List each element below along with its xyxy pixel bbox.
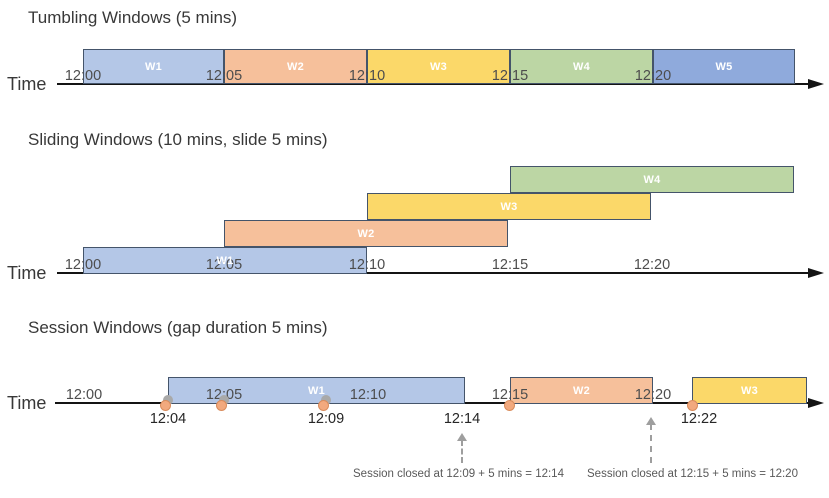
time-tick: 12:05 (205, 257, 243, 273)
window-bar-w5 (653, 49, 795, 84)
time-axis (57, 83, 810, 85)
time-tick: 12:10 (349, 387, 387, 403)
time-tick: 12:20 (634, 68, 672, 84)
window-bar-w4 (510, 49, 653, 84)
dashed-arrow-line (650, 424, 652, 463)
window-bar-label: W2 (572, 384, 591, 397)
time-axis-arrowhead-icon (808, 268, 824, 278)
event-dot-icon (504, 400, 515, 411)
section-title: Sliding Windows (10 mins, slide 5 mins) (28, 130, 328, 149)
event-time-label: 12:14 (443, 411, 481, 427)
event-time-label: 12:22 (680, 411, 718, 427)
time-tick: 12:15 (491, 257, 529, 273)
window-bar-label: W3 (740, 384, 759, 397)
time-tick: 12:15 (491, 68, 529, 84)
time-tick: 12:15 (491, 387, 529, 403)
window-bar-label: W2 (286, 60, 305, 73)
window-bar-label: W1 (144, 60, 163, 73)
window-bar-label: W4 (572, 60, 591, 73)
window-bar-w1 (83, 247, 367, 274)
window-bar-label: W3 (429, 60, 448, 73)
time-axis (57, 272, 810, 274)
time-axis-label: Time (7, 263, 47, 283)
window-bar-w2 (224, 220, 508, 247)
window-bar-label: W4 (643, 173, 661, 186)
window-bar-label: W5 (715, 60, 733, 73)
time-tick: 12:00 (64, 68, 102, 84)
event-dot-icon (160, 400, 171, 411)
time-axis-label: Time (7, 74, 47, 94)
dashed-arrowhead-icon (457, 433, 467, 441)
window-bar-w3 (692, 377, 807, 404)
window-bar-w1 (168, 377, 465, 404)
dashed-arrow-line (461, 440, 463, 463)
event-dot-icon (318, 400, 329, 411)
time-tick: 12:10 (348, 68, 386, 84)
event-dot-icon (687, 400, 698, 411)
event-time-label: 12:04 (149, 411, 187, 427)
window-bar-label: W1 (216, 254, 234, 267)
window-bar-w2 (510, 377, 653, 404)
event-dot-icon (216, 400, 227, 411)
time-tick: 12:10 (348, 257, 386, 273)
time-axis-label: Time (7, 393, 47, 413)
section-title: Tumbling Windows (5 mins) (28, 8, 238, 27)
window-bar-label: W1 (307, 384, 326, 397)
section-title: Session Windows (gap duration 5 mins) (28, 318, 328, 337)
dashed-arrowhead-icon (646, 417, 656, 425)
time-tick: 12:20 (633, 257, 671, 273)
time-axis-arrowhead-icon (808, 79, 824, 89)
window-bar-label: W3 (500, 200, 518, 213)
time-tick: 12:05 (205, 68, 243, 84)
time-tick: 12:00 (65, 387, 103, 403)
window-bar-w3 (367, 193, 651, 220)
session-closed-annotation: Session closed at 12:09 + 5 mins = 12:14 (353, 468, 564, 480)
window-bar-w2 (224, 49, 367, 84)
time-axis-arrowhead-icon (808, 398, 824, 408)
session-closed-annotation: Session closed at 12:15 + 5 mins = 12:20 (587, 468, 798, 480)
time-tick: 12:00 (64, 257, 102, 273)
event-time-label: 12:09 (307, 411, 345, 427)
window-bar-w4 (510, 166, 794, 193)
time-tick: 12:20 (634, 387, 672, 403)
window-bar-label: W2 (357, 227, 375, 240)
window-bar-w3 (367, 49, 510, 84)
window-bar-w1 (83, 49, 224, 84)
